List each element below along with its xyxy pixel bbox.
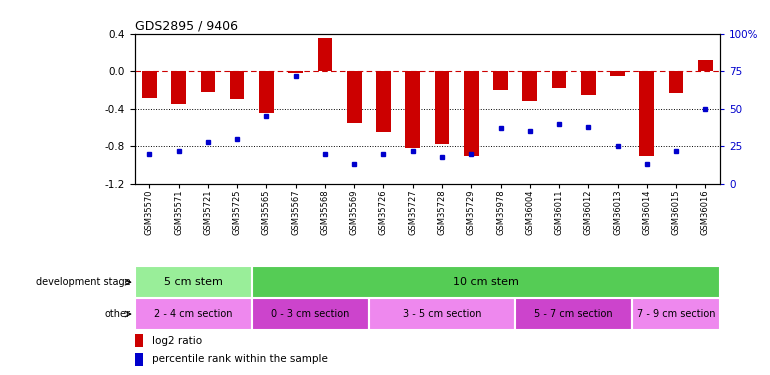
Bar	[669, 71, 684, 93]
Text: 7 - 9 cm section: 7 - 9 cm section	[637, 309, 715, 319]
Text: log2 ratio: log2 ratio	[152, 336, 203, 345]
Text: percentile rank within the sample: percentile rank within the sample	[152, 354, 328, 364]
Bar	[523, 71, 537, 101]
Bar	[611, 71, 625, 76]
Bar	[135, 298, 252, 330]
Bar	[515, 298, 632, 330]
Bar	[252, 266, 720, 298]
Text: development stage: development stage	[36, 277, 131, 287]
Bar	[142, 71, 157, 98]
Bar	[581, 71, 596, 95]
Bar	[551, 71, 567, 88]
Bar	[317, 39, 333, 71]
Bar	[135, 266, 252, 298]
Text: other: other	[105, 309, 131, 319]
Bar	[346, 71, 362, 123]
Bar	[640, 71, 654, 156]
Text: 10 cm stem: 10 cm stem	[453, 277, 519, 287]
Bar	[200, 71, 216, 92]
Bar	[135, 334, 143, 347]
Bar	[698, 60, 713, 71]
Bar	[171, 71, 186, 104]
Bar	[406, 71, 420, 148]
Bar	[259, 71, 274, 114]
Bar	[369, 298, 515, 330]
Text: GDS2895 / 9406: GDS2895 / 9406	[135, 20, 238, 33]
Bar	[288, 71, 303, 73]
Bar	[632, 298, 720, 330]
Text: 3 - 5 cm section: 3 - 5 cm section	[403, 309, 481, 319]
Bar	[464, 71, 479, 156]
Text: 0 - 3 cm section: 0 - 3 cm section	[271, 309, 350, 319]
Text: 5 - 7 cm section: 5 - 7 cm section	[534, 309, 613, 319]
Bar	[252, 298, 369, 330]
Text: 2 - 4 cm section: 2 - 4 cm section	[154, 309, 233, 319]
Bar	[377, 71, 391, 132]
Bar	[434, 71, 450, 144]
Text: 5 cm stem: 5 cm stem	[164, 277, 223, 287]
Bar	[494, 71, 508, 90]
Bar	[135, 352, 143, 366]
Bar	[230, 71, 245, 99]
